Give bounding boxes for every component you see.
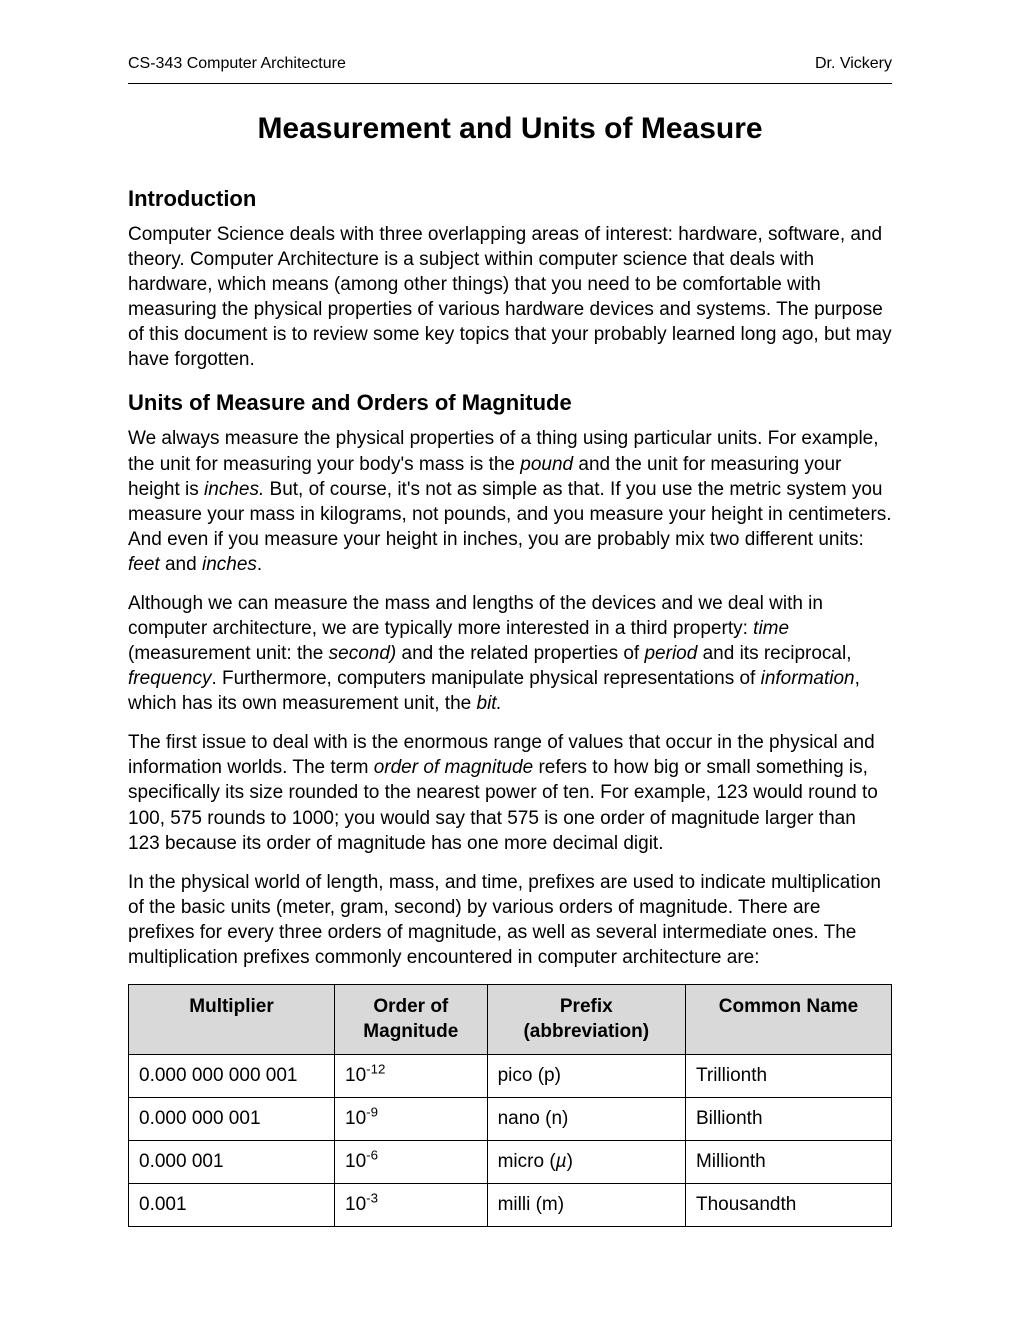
th-multiplier: Multiplier [129,985,335,1055]
table-body: 0.000 000 000 001 10-12 pico (p) Trillio… [129,1055,892,1227]
cell-prefix: micro (µ) [487,1141,685,1184]
intro-heading: Introduction [128,186,892,212]
cell-multiplier: 0.000 001 [129,1141,335,1184]
course-label: CS-343 Computer Architecture [128,55,346,73]
italic-text: bit. [477,693,502,714]
order-base: 10 [345,1151,366,1172]
units-paragraph-2: Although we can measure the mass and len… [128,591,892,716]
text: and the related properties of [396,643,644,664]
italic-text: frequency [128,668,211,689]
table-header-row: Multiplier Order of Magnitude Prefix (ab… [129,985,892,1055]
th-prefix: Prefix (abbreviation) [487,985,685,1055]
cell-prefix: nano (n) [487,1098,685,1141]
text: (measurement unit: the [128,643,329,664]
cell-multiplier: 0.000 000 001 [129,1098,335,1141]
cell-order: 10-6 [335,1141,488,1184]
order-exp: -12 [366,1062,385,1077]
cell-common: Billionth [685,1098,891,1141]
order-base: 10 [345,1065,366,1086]
th-common: Common Name [685,985,891,1055]
th-prefix-line2: (abbreviation) [523,1021,649,1042]
italic-text: inches [202,554,257,575]
intro-paragraph: Computer Science deals with three overla… [128,222,892,372]
cell-multiplier: 0.001 [129,1184,335,1227]
cell-common: Trillionth [685,1055,891,1098]
units-paragraph-4: In the physical world of length, mass, a… [128,870,892,970]
order-base: 10 [345,1194,366,1215]
italic-text: period [644,643,697,664]
units-paragraph-3: The first issue to deal with is the enor… [128,730,892,855]
text: and [160,554,202,575]
order-exp: -3 [366,1191,378,1206]
cell-order: 10-9 [335,1098,488,1141]
th-order: Order of Magnitude [335,985,488,1055]
cell-order: 10-12 [335,1055,488,1098]
italic-text: pound [520,454,573,475]
table-row: 0.000 001 10-6 micro (µ) Millionth [129,1141,892,1184]
italic-text: information [761,668,855,689]
order-exp: -9 [366,1105,378,1120]
table-row: 0.001 10-3 milli (m) Thousandth [129,1184,892,1227]
text: . Furthermore, computers manipulate phys… [211,668,760,689]
document-page: CS-343 Computer Architecture Dr. Vickery… [0,0,1020,1267]
table-row: 0.000 000 001 10-9 nano (n) Billionth [129,1098,892,1141]
units-paragraph-1: We always measure the physical propertie… [128,426,892,576]
instructor-label: Dr. Vickery [815,55,892,73]
page-header: CS-343 Computer Architecture Dr. Vickery [128,55,892,84]
italic-text: second) [329,643,397,664]
prefix-pre: micro ( [498,1151,556,1172]
text: and its reciprocal, [697,643,851,664]
order-base: 10 [345,1108,366,1129]
italic-text: inches. [204,479,264,500]
cell-common: Thousandth [685,1184,891,1227]
cell-prefix: milli (m) [487,1184,685,1227]
th-order-line2: Magnitude [363,1021,458,1042]
prefix-table: Multiplier Order of Magnitude Prefix (ab… [128,984,892,1227]
cell-prefix: pico (p) [487,1055,685,1098]
page-title: Measurement and Units of Measure [128,112,892,146]
italic-text: time [753,618,789,639]
cell-common: Millionth [685,1141,891,1184]
cell-order: 10-3 [335,1184,488,1227]
text: . [257,554,262,575]
units-heading: Units of Measure and Orders of Magnitude [128,390,892,416]
prefix-post: ) [567,1151,573,1172]
prefix-symbol: µ [556,1151,567,1172]
text: Although we can measure the mass and len… [128,593,823,639]
italic-text: order of magnitude [374,757,534,778]
cell-multiplier: 0.000 000 000 001 [129,1055,335,1098]
italic-text: feet [128,554,160,575]
order-exp: -6 [366,1148,378,1163]
th-prefix-line1: Prefix [560,996,613,1017]
table-row: 0.000 000 000 001 10-12 pico (p) Trillio… [129,1055,892,1098]
th-order-line1: Order of [373,996,448,1017]
